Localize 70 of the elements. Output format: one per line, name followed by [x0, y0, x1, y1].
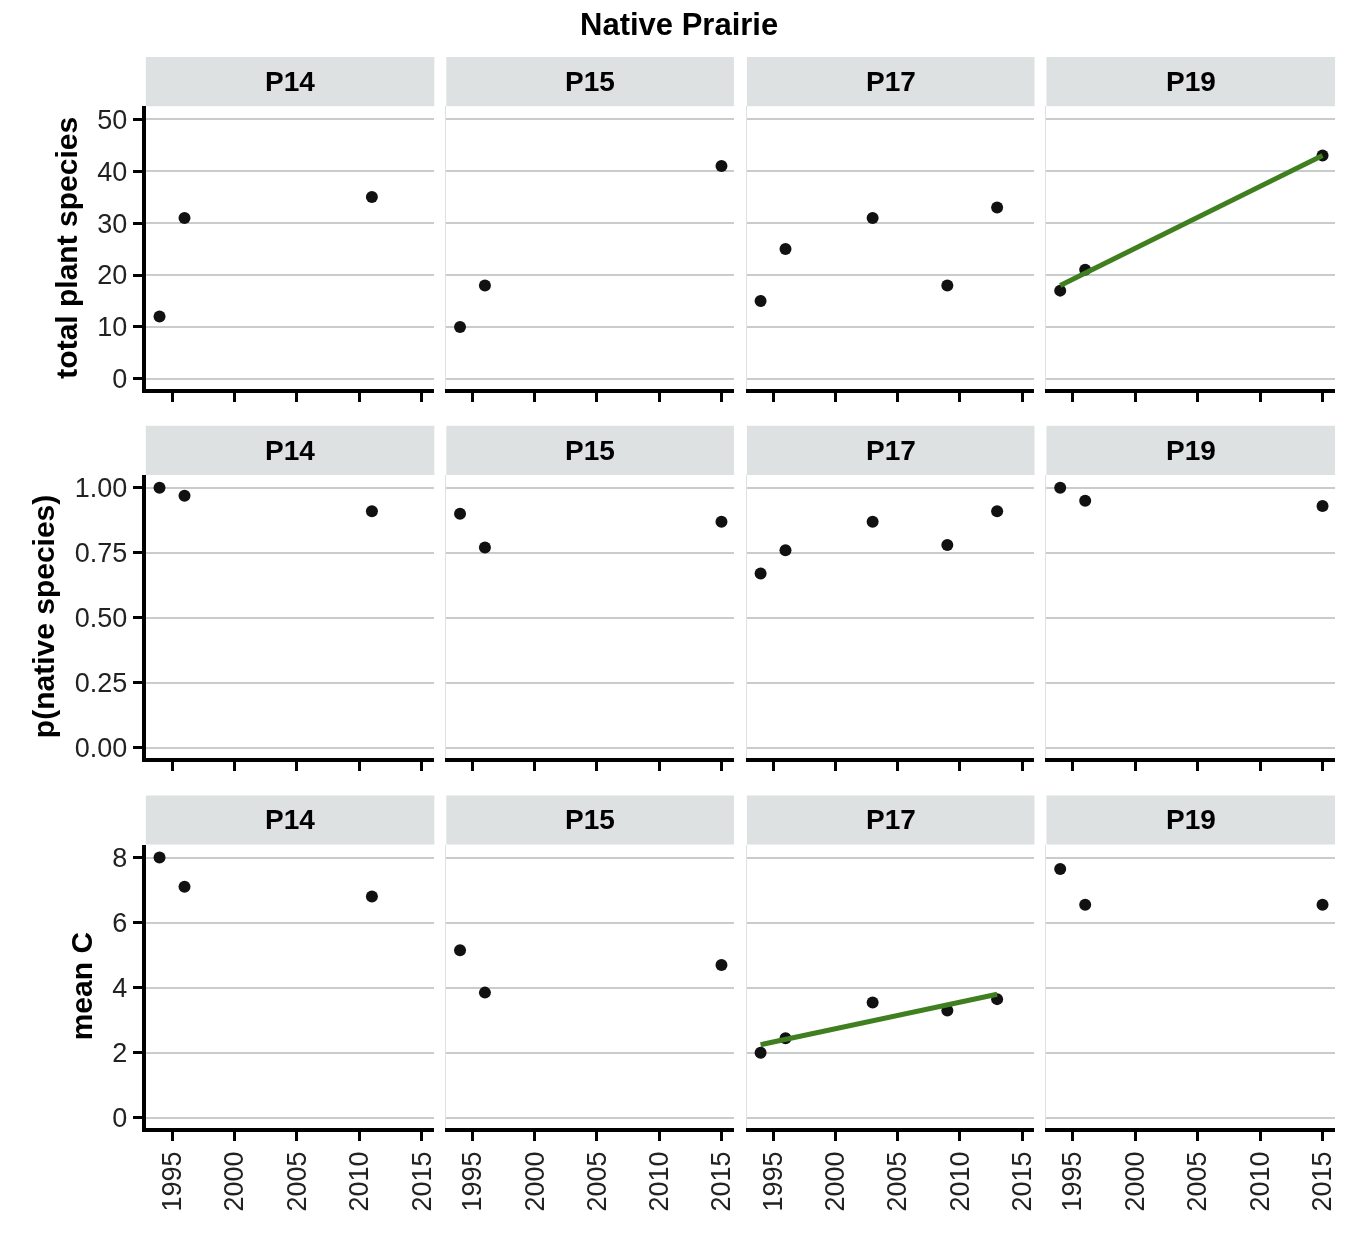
point — [754, 295, 767, 308]
y-tick-label: 40 — [97, 156, 128, 187]
x-tick-label: 2005 — [882, 1151, 913, 1212]
point — [754, 567, 767, 580]
y-axis-title: p(native species) — [27, 494, 61, 739]
x-tick-label: 1995 — [457, 1151, 488, 1212]
chart-title: P14 — [265, 435, 316, 466]
x-tick-label: 1995 — [757, 1151, 788, 1212]
point — [365, 890, 378, 903]
y-tick-label: 0.75 — [74, 538, 128, 569]
chart-title: P19 — [1166, 66, 1216, 97]
text: Native Prairie — [580, 7, 779, 42]
chart-title: P17 — [866, 804, 916, 835]
point — [779, 243, 792, 256]
x-tick-label: 2015 — [1307, 1151, 1338, 1212]
x-tick-label: 1995 — [1057, 1151, 1088, 1212]
point — [866, 211, 879, 224]
y-tick-label: 8 — [112, 843, 128, 874]
x-tick-label: 2000 — [1119, 1151, 1150, 1212]
x-tick-label: 2005 — [1182, 1151, 1213, 1212]
point — [779, 544, 792, 557]
y-tick-label: 0.25 — [74, 668, 128, 699]
point — [941, 279, 954, 292]
point — [178, 211, 191, 224]
y-tick-label: 2 — [112, 1038, 128, 1069]
chart-title: P19 — [1166, 435, 1216, 466]
point — [178, 880, 191, 893]
x-tick-label: 2010 — [344, 1151, 375, 1212]
chart-title: P15 — [565, 435, 615, 466]
x-tick-label: 2010 — [1244, 1151, 1275, 1212]
y-tick-label: 1.00 — [74, 473, 128, 504]
point — [866, 996, 879, 1009]
y-tick-label: 0 — [112, 364, 128, 395]
point — [941, 539, 954, 552]
x-tick-label: 2000 — [219, 1151, 250, 1212]
point — [153, 851, 166, 864]
y-tick-label: 0 — [112, 1103, 128, 1134]
chart-title: P14 — [265, 66, 316, 97]
y-tick-label: 0.50 — [74, 603, 128, 634]
x-tick-label: 2010 — [944, 1151, 975, 1212]
x-tick-label: 2015 — [406, 1151, 437, 1212]
x-tick-label: 2015 — [706, 1151, 737, 1212]
point — [365, 191, 378, 204]
point — [754, 1046, 767, 1059]
chart-title: P15 — [565, 66, 615, 97]
point — [153, 310, 166, 323]
point — [866, 515, 879, 528]
x-tick-label: 2005 — [581, 1151, 612, 1212]
x-tick-label: 2000 — [820, 1151, 851, 1212]
y-tick-label: 10 — [97, 312, 128, 343]
chart-title: P14 — [265, 804, 316, 835]
chart-title: P19 — [1166, 804, 1216, 835]
y-axis-title: mean C — [64, 931, 98, 1041]
x-tick-label: 2010 — [644, 1151, 674, 1212]
chart-title: P15 — [565, 804, 615, 835]
x-tick-label: 2000 — [519, 1151, 550, 1212]
y-tick-label: 4 — [112, 973, 128, 1004]
x-tick-label: 1995 — [156, 1151, 187, 1212]
y-tick-label: 0.00 — [74, 733, 128, 764]
point — [991, 505, 1004, 518]
x-tick-label: 2005 — [281, 1151, 312, 1212]
chart-title: P17 — [866, 435, 916, 466]
y-tick-label: 30 — [97, 208, 128, 239]
chart-title: P17 — [866, 66, 916, 97]
x-tick-label: 2015 — [1006, 1151, 1037, 1212]
y-tick-label: 50 — [97, 104, 128, 135]
y-tick-label: 6 — [112, 908, 128, 939]
y-axis-title: total plant species — [49, 116, 83, 379]
point — [991, 201, 1004, 214]
y-tick-label: 20 — [97, 260, 128, 291]
